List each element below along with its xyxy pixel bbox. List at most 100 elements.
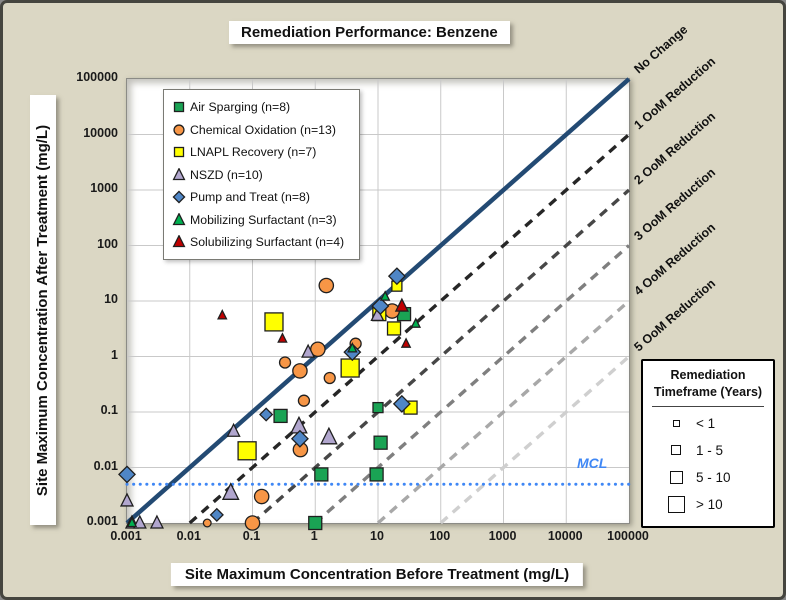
timeframe-entry-label: > 10: [696, 496, 723, 512]
y-tick-label: 1: [111, 347, 118, 362]
x-tick-label: 0.001: [110, 529, 142, 543]
data-point: [372, 401, 384, 414]
timeframe-marker-icon: [665, 470, 687, 484]
data-point: [318, 277, 335, 294]
data-point: [209, 507, 224, 523]
x-tick-label: 1000: [488, 529, 517, 543]
y-axis-title: Site Maximum Concentration After Treatme…: [30, 95, 56, 525]
data-point: [172, 190, 186, 204]
legend-item: Pump and Treat (n=8): [172, 186, 353, 209]
data-point: [253, 488, 270, 505]
legend-marker-icon: [173, 124, 185, 136]
timeframe-marker-icon: [665, 445, 687, 456]
y-tick-label: 100: [97, 236, 118, 251]
data-point: [394, 297, 409, 312]
legend-item: LNAPL Recovery (n=7): [172, 141, 353, 164]
legend-item: Solubilizing Surfactant (n=4): [172, 231, 353, 254]
reference-line-4oom: [376, 299, 631, 525]
data-point: [173, 147, 185, 158]
legend-item-label: NSZD (n=10): [190, 167, 263, 182]
legend-marker-icon: [172, 235, 186, 248]
scatter-plot: [118, 77, 631, 531]
timeframe-entry: 1 - 5: [643, 437, 773, 464]
x-tick-label: 0.1: [242, 529, 261, 543]
data-point: [172, 212, 186, 225]
legend-marker-icon: [172, 212, 186, 225]
data-point: [301, 343, 316, 358]
data-point: [290, 429, 309, 448]
data-point: [119, 492, 135, 507]
data-point: [387, 267, 406, 286]
y-tick-label: 10: [104, 292, 118, 306]
legend-item-label: Air Sparging (n=8): [190, 100, 291, 115]
timeframe-legend-rows: < 1 1 - 5 5 - 10 > 10: [643, 410, 773, 518]
timeframe-entry-label: 5 - 10: [696, 469, 731, 485]
legend-item-label: Solubilizing Surfactant (n=4): [190, 235, 345, 250]
legend-item: Chemical Oxidation (n=13): [172, 119, 353, 142]
data-point: [173, 124, 185, 136]
data-point: [340, 358, 360, 378]
data-point: [172, 235, 186, 248]
data-point: [244, 515, 261, 531]
timeframe-square: [671, 445, 681, 456]
legend-item: Air Sparging (n=8): [172, 96, 353, 119]
timeframe-entry: > 10: [643, 491, 773, 518]
data-point: [292, 363, 308, 379]
legend-item: Mobilizing Surfactant (n=3): [172, 209, 353, 232]
y-axis-title-text: Site Maximum Concentration After Treatme…: [34, 124, 52, 496]
data-point: [379, 290, 391, 301]
data-point: [290, 415, 308, 434]
data-point: [172, 167, 186, 180]
data-point: [400, 337, 412, 348]
timeframe-entry-label: 1 - 5: [696, 442, 724, 458]
plot-area: MCL: [118, 77, 631, 531]
legend-item-label: Chemical Oxidation (n=13): [190, 122, 336, 137]
mcl-label: MCL: [577, 455, 608, 471]
x-tick-label: 0.01: [176, 529, 201, 543]
data-point: [226, 422, 241, 437]
series-legend: Air Sparging (n=8) Chemical Oxidation (n=…: [163, 89, 360, 260]
timeframe-entry: 5 - 10: [643, 464, 773, 491]
timeframe-legend-separator: [652, 405, 764, 407]
x-tick-label: 10: [370, 529, 384, 543]
x-tick-label: 100: [429, 529, 451, 543]
data-point: [347, 342, 358, 353]
data-point: [297, 394, 311, 407]
y-tick-label: 0.1: [100, 403, 118, 417]
legend-item-label: LNAPL Recovery (n=7): [190, 145, 317, 160]
data-point: [217, 309, 228, 320]
reference-line-label: No Change: [631, 22, 691, 77]
x-tick-label: 100000: [607, 529, 649, 543]
data-point: [323, 371, 336, 385]
data-point: [314, 467, 329, 482]
data-point: [410, 317, 422, 328]
timeframe-marker-icon: [665, 419, 687, 427]
reference-line-1oom: [188, 133, 631, 525]
legend-marker-icon: [173, 147, 185, 158]
data-point: [126, 516, 138, 528]
x-axis-title: Site Maximum Concentration Before Treatm…: [170, 563, 584, 586]
data-point: [392, 394, 411, 413]
data-point: [132, 514, 147, 529]
legend-item-label: Mobilizing Surfactant (n=3): [190, 212, 337, 227]
y-tick-label: 100000: [76, 70, 118, 84]
data-point: [373, 435, 388, 450]
timeframe-entry: < 1: [643, 410, 773, 437]
timeframe-entry-label: < 1: [696, 415, 716, 431]
data-point: [264, 312, 284, 332]
legend-marker-icon: [172, 167, 186, 180]
chart-title: Remediation Performance: Benzene: [229, 21, 510, 44]
y-tick-label: 0.01: [93, 458, 118, 473]
y-tick-label: 1000: [90, 181, 118, 195]
x-tick-label: 10000: [547, 529, 583, 543]
timeframe-marker-icon: [665, 495, 687, 513]
data-point: [308, 515, 323, 531]
data-point: [237, 441, 257, 461]
y-tick-label: 10000: [83, 125, 118, 140]
data-point: [320, 426, 338, 445]
timeframe-square: [669, 470, 683, 484]
data-point: [278, 356, 292, 369]
data-point: [273, 408, 288, 424]
legend-item: NSZD (n=10): [172, 164, 353, 187]
